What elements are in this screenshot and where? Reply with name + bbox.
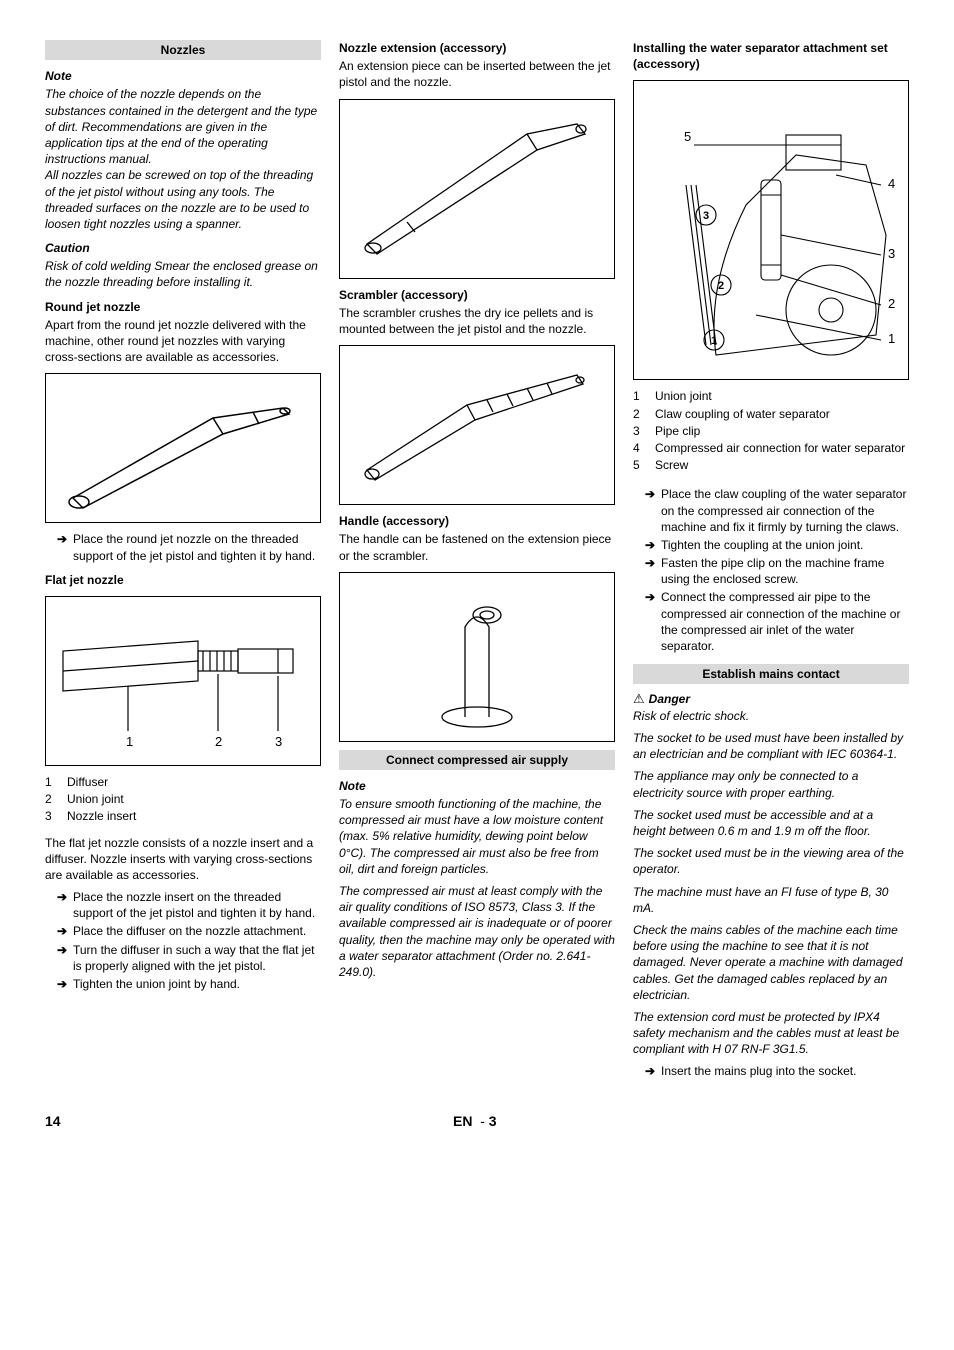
- extension-body: An extension piece can be inserted betwe…: [339, 58, 615, 90]
- danger-paragraph: The socket used must be accessible and a…: [633, 807, 909, 839]
- step-item: ➔Tighten the union joint by hand.: [45, 976, 321, 992]
- caution-label: Caution: [45, 240, 321, 256]
- svg-text:1: 1: [711, 335, 717, 347]
- footer-center: EN - 3: [453, 1112, 497, 1131]
- step-item: ➔Place the claw coupling of the water se…: [633, 486, 909, 535]
- handle-heading: Handle (accessory): [339, 513, 615, 529]
- legend-item: 4Compressed air connection for water sep…: [633, 440, 909, 456]
- flat-nozzle-body: The flat jet nozzle consists of a nozzle…: [45, 835, 321, 884]
- page-footer: 14 EN - 3: [45, 1112, 909, 1131]
- install-heading: Installing the water separator attachmen…: [633, 40, 909, 72]
- danger-paragraph: The appliance may only be connected to a…: [633, 768, 909, 800]
- arrow-icon: ➔: [645, 486, 661, 535]
- legend-item: 2Union joint: [45, 791, 321, 807]
- arrow-icon: ➔: [645, 1063, 661, 1079]
- danger-heading: ⚠ Danger: [633, 690, 909, 708]
- callout-1: 1: [126, 734, 133, 749]
- danger-paragraph: The machine must have an FI fuse of type…: [633, 884, 909, 916]
- air-note-label: Note: [339, 778, 615, 794]
- arrow-icon: ➔: [645, 537, 661, 553]
- extension-heading: Nozzle extension (accessory): [339, 40, 615, 56]
- flat-nozzle-figure: 1 2 3: [45, 596, 321, 766]
- arrow-icon: ➔: [57, 531, 73, 563]
- callout-3: 3: [275, 734, 282, 749]
- scrambler-body: The scrambler crushes the dry ice pellet…: [339, 305, 615, 337]
- arrow-icon: ➔: [645, 555, 661, 587]
- warning-icon: ⚠: [633, 690, 645, 708]
- round-nozzle-figure: [45, 373, 321, 523]
- note-label: Note: [45, 68, 321, 84]
- svg-text:4: 4: [888, 176, 895, 191]
- round-nozzle-heading: Round jet nozzle: [45, 299, 321, 315]
- round-nozzle-step: ➔ Place the round jet nozzle on the thre…: [45, 531, 321, 563]
- legend-item: 2Claw coupling of water separator: [633, 406, 909, 422]
- legend-item: 3Pipe clip: [633, 423, 909, 439]
- danger-intro: Risk of electric shock.: [633, 708, 909, 724]
- arrow-icon: ➔: [57, 942, 73, 974]
- legend-item: 3Nozzle insert: [45, 808, 321, 824]
- svg-text:3: 3: [703, 210, 709, 222]
- caution-body: Risk of cold welding Smear the enclosed …: [45, 258, 321, 290]
- arrow-icon: ➔: [57, 923, 73, 939]
- step-item: ➔Place the nozzle insert on the threaded…: [45, 889, 321, 921]
- extension-figure: [339, 99, 615, 279]
- arrow-icon: ➔: [57, 889, 73, 921]
- step-item: ➔Turn the diffuser in such a way that th…: [45, 942, 321, 974]
- legend-item: 1Union joint: [633, 388, 909, 404]
- flat-nozzle-heading: Flat jet nozzle: [45, 572, 321, 588]
- nozzles-header: Nozzles: [45, 40, 321, 60]
- step-item: ➔Place the diffuser on the nozzle attach…: [45, 923, 321, 939]
- danger-paragraph: The socket to be used must have been ins…: [633, 730, 909, 762]
- svg-text:3: 3: [888, 246, 895, 261]
- air-note-body-1: To ensure smooth functioning of the mach…: [339, 796, 615, 877]
- legend-item: 1Diffuser: [45, 774, 321, 790]
- danger-paragraph: The socket used must be in the viewing a…: [633, 845, 909, 877]
- compressed-air-header: Connect compressed air supply: [339, 750, 615, 770]
- mains-header: Establish mains contact: [633, 664, 909, 684]
- svg-text:5: 5: [684, 129, 691, 144]
- danger-paragraph: Check the mains cables of the machine ea…: [633, 922, 909, 1003]
- arrow-icon: ➔: [57, 976, 73, 992]
- step-item: ➔Tighten the coupling at the union joint…: [633, 537, 909, 553]
- scrambler-figure: [339, 345, 615, 505]
- step-item: ➔Fasten the pipe clip on the machine fra…: [633, 555, 909, 587]
- handle-figure: [339, 572, 615, 742]
- svg-text:1: 1: [888, 331, 895, 346]
- footer-page-left: 14: [45, 1112, 61, 1131]
- legend-item: 5Screw: [633, 457, 909, 473]
- svg-text:2: 2: [718, 280, 724, 292]
- handle-body: The handle can be fastened on the extens…: [339, 531, 615, 563]
- round-nozzle-body: Apart from the round jet nozzle delivere…: [45, 317, 321, 366]
- svg-text:2: 2: [888, 296, 895, 311]
- air-note-body-2: The compressed air must at least comply …: [339, 883, 615, 980]
- install-figure: 1 2 3 5 4 3 2 1: [633, 80, 909, 380]
- danger-paragraph: The extension cord must be protected by …: [633, 1009, 909, 1058]
- mains-step: ➔ Insert the mains plug into the socket.: [633, 1063, 909, 1079]
- scrambler-heading: Scrambler (accessory): [339, 287, 615, 303]
- note-body: The choice of the nozzle depends on the …: [45, 86, 321, 232]
- callout-2: 2: [215, 734, 222, 749]
- step-item: ➔Connect the compressed air pipe to the …: [633, 589, 909, 654]
- arrow-icon: ➔: [645, 589, 661, 654]
